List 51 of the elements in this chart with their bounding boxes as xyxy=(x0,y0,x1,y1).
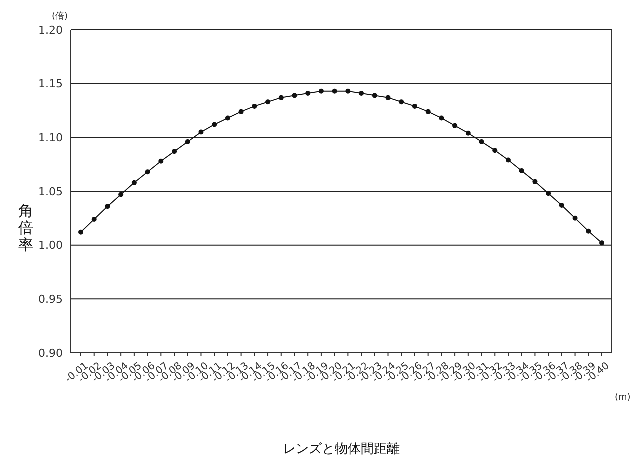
point xyxy=(92,216,97,222)
text: (m) xyxy=(615,393,631,403)
point xyxy=(452,123,458,128)
point xyxy=(185,139,190,144)
point xyxy=(292,93,298,98)
y-tick-label: 0.95 xyxy=(38,293,63,306)
text: (倍) xyxy=(52,10,68,23)
y-tick-label: 1.20 xyxy=(38,24,63,37)
point xyxy=(439,116,444,121)
point xyxy=(212,122,218,128)
point xyxy=(238,109,244,114)
point xyxy=(306,91,311,96)
point xyxy=(118,192,124,198)
point xyxy=(172,149,178,154)
point xyxy=(426,109,431,114)
point xyxy=(532,179,538,184)
point xyxy=(479,139,484,144)
point xyxy=(519,168,524,174)
point xyxy=(145,170,150,175)
y-tick-label: 1.05 xyxy=(38,185,63,198)
point xyxy=(386,95,391,100)
point xyxy=(332,88,338,94)
point xyxy=(559,202,564,208)
point xyxy=(132,180,137,186)
point xyxy=(492,148,498,154)
point xyxy=(572,216,578,221)
point xyxy=(278,95,284,100)
point xyxy=(318,88,324,94)
point xyxy=(546,191,552,196)
point xyxy=(252,104,258,109)
point xyxy=(399,100,404,105)
y-tick-label: 1.15 xyxy=(38,78,63,91)
point xyxy=(225,116,230,121)
y-tick-label: 1.10 xyxy=(38,132,63,145)
point xyxy=(506,158,511,163)
point xyxy=(78,230,84,235)
point xyxy=(372,93,378,98)
point xyxy=(586,228,592,234)
y-axis-title: 角倍率 xyxy=(18,202,34,254)
point xyxy=(346,88,351,94)
point xyxy=(359,91,364,96)
y-tick-label: 1.00 xyxy=(38,239,63,252)
point xyxy=(105,204,110,210)
x-axis-title: レンズと物体間距離 xyxy=(282,441,401,458)
point xyxy=(600,240,604,246)
point xyxy=(266,100,271,105)
point xyxy=(412,104,418,109)
point xyxy=(158,158,164,164)
y-tick-label: 0.90 xyxy=(38,346,63,360)
point xyxy=(198,130,204,135)
point xyxy=(466,130,471,136)
